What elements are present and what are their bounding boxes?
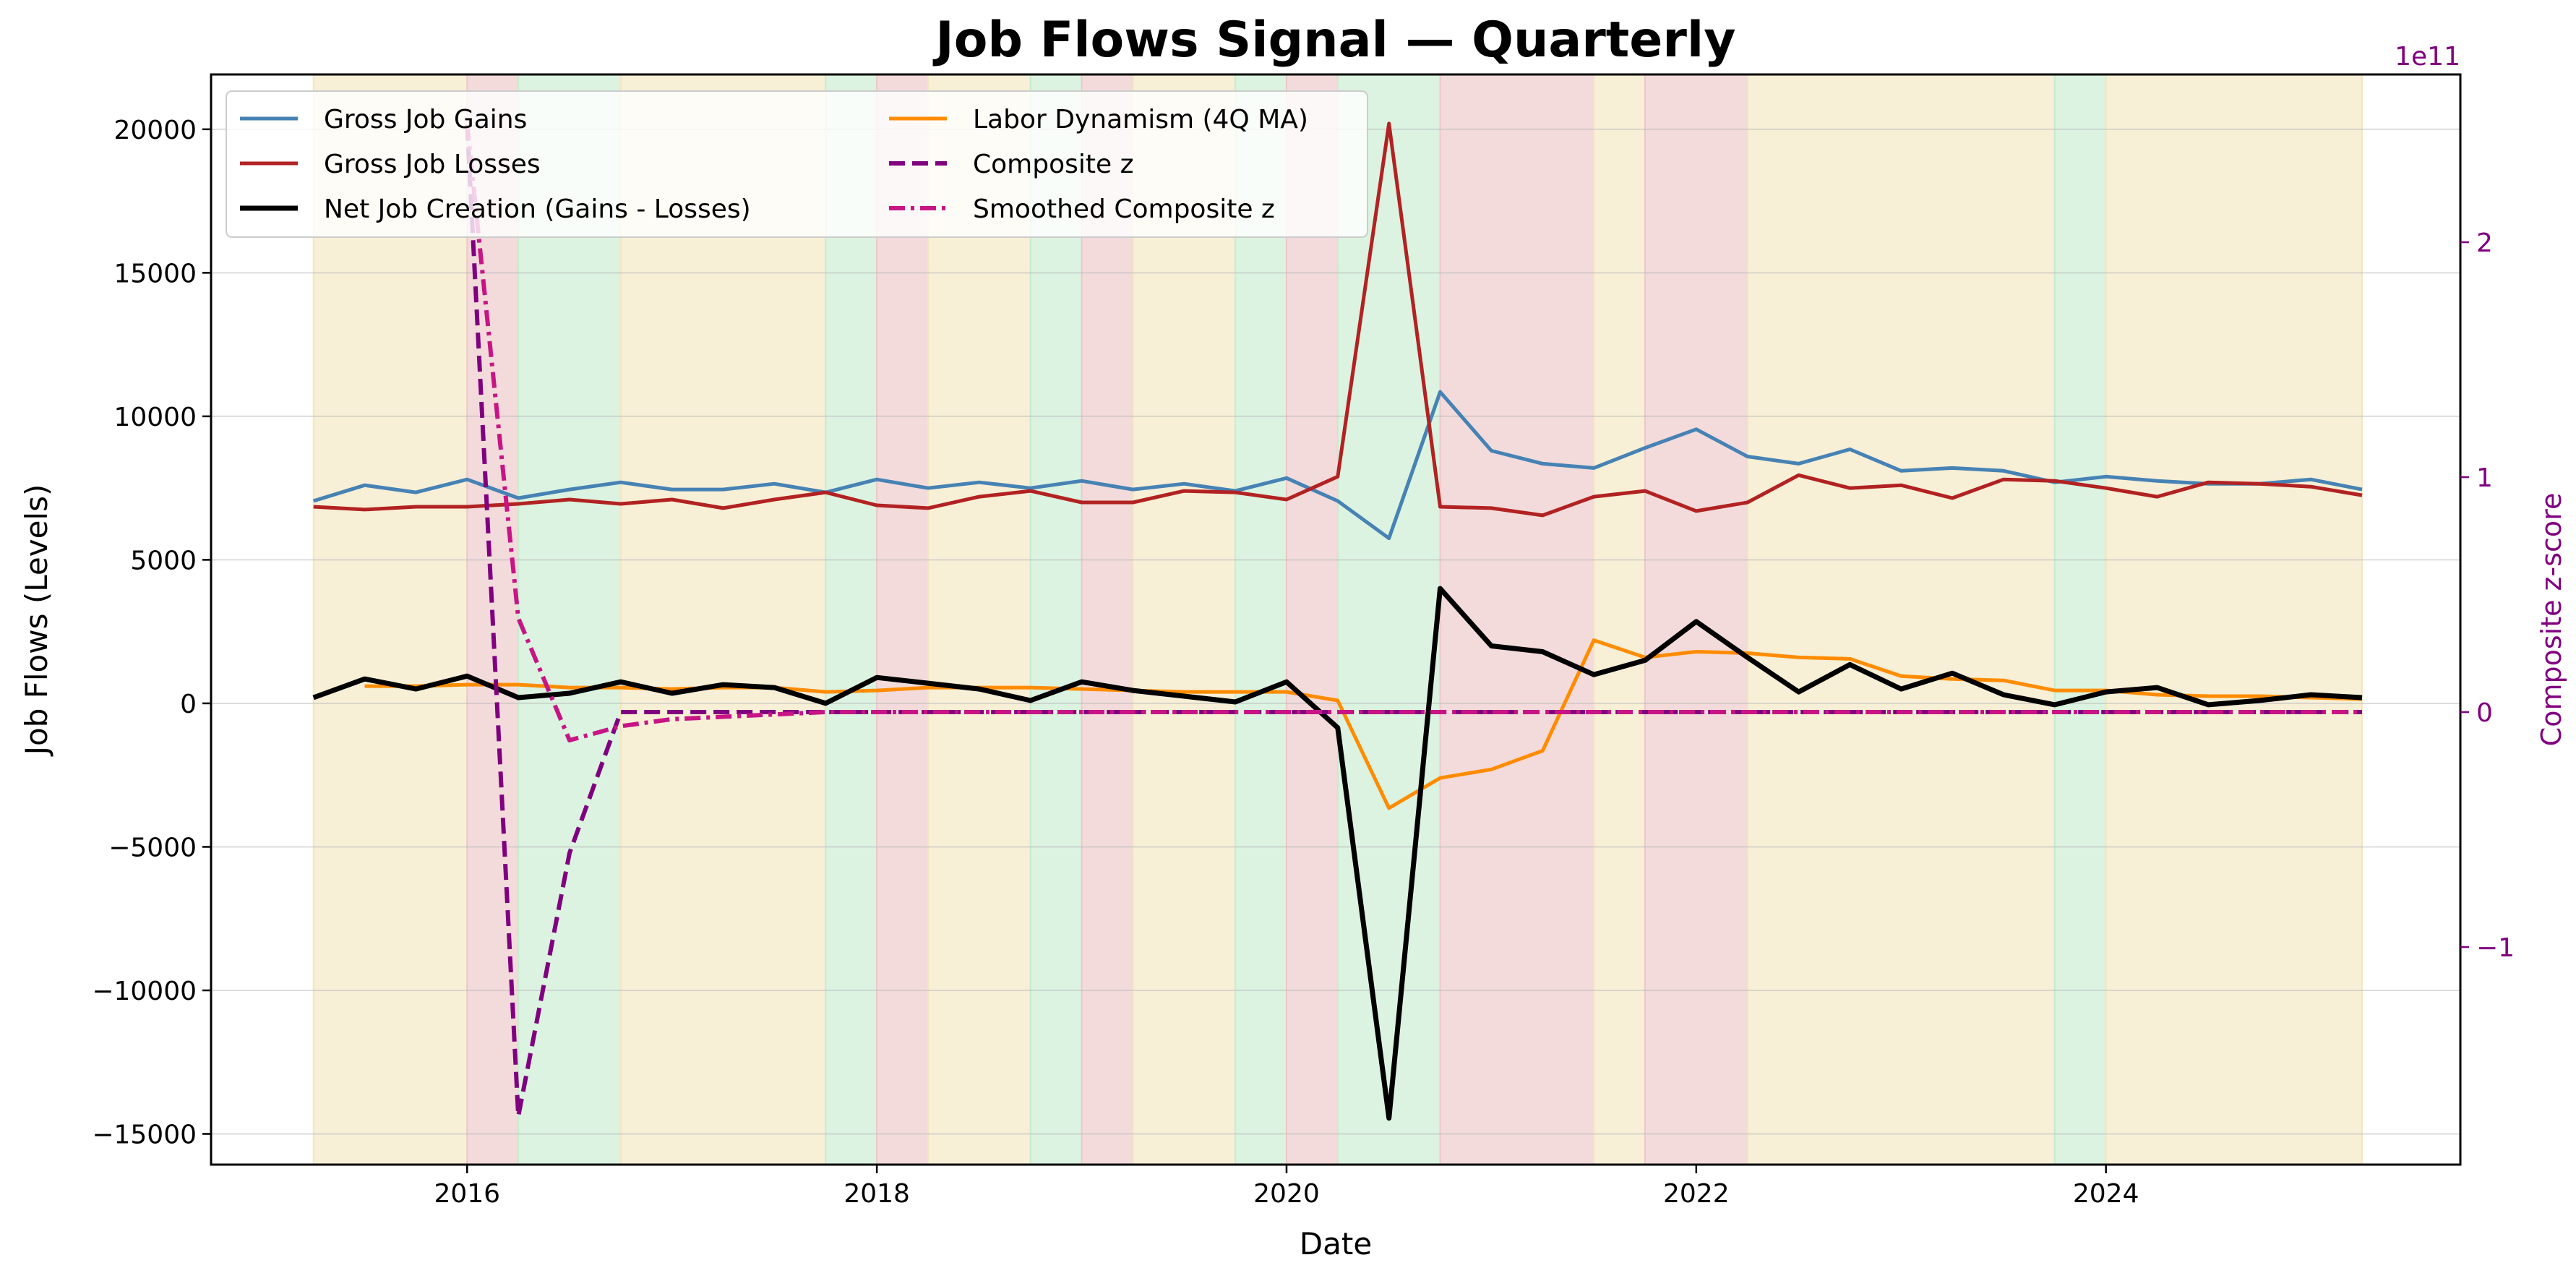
series-line-smoothed-composite-z (465, 124, 2362, 742)
chart-title: Job Flows Signal — Quarterly (932, 12, 1735, 69)
y2-tick-label: −1 (2476, 933, 2515, 963)
regime-band (1029, 74, 1083, 1165)
legend-label: Composite z (973, 150, 1133, 179)
regime-band (619, 74, 827, 1165)
x-tick-label: 2020 (1253, 1179, 1320, 1209)
y-tick-label: 20000 (113, 116, 197, 145)
x-tick-label: 2018 (843, 1179, 910, 1209)
regime-band (825, 74, 878, 1165)
y2-offset-text: 1e11 (2395, 42, 2460, 72)
y-tick-label: −5000 (108, 833, 197, 862)
series-line-gross-job-gains (312, 390, 2363, 541)
regime-band (1593, 74, 1646, 1165)
regime-band (1746, 74, 2056, 1165)
plot-frame (210, 73, 2462, 1166)
legend-label: Gross Job Losses (324, 150, 541, 179)
regime-band (2105, 74, 2363, 1165)
regime-band (1285, 74, 1339, 1165)
x-axis-ticks: 2016 2018 2020 2022 2024 (434, 1165, 2139, 1209)
y2-tick-label: 0 (2476, 698, 2493, 728)
y-tick-label: 15000 (113, 259, 197, 288)
regime-band (1336, 74, 1441, 1165)
regime-band (312, 74, 468, 1165)
regime-bands (312, 74, 2363, 1165)
series-lines (312, 121, 2363, 1121)
y-axis-ticks: −15000 −10000 −5000 0 5000 10000 15000 20000 (92, 116, 211, 1150)
y2-axis-ticks: −1 0 1 2 (2460, 228, 2515, 963)
x-axis-label: Date (1300, 1226, 1372, 1261)
x-tick-label: 2022 (1663, 1179, 1730, 1209)
legend-label: Labor Dynamism (4Q MA) (973, 105, 1308, 134)
regime-band (927, 74, 1031, 1165)
y-tick-label: 10000 (113, 403, 197, 432)
x-tick-label: 2024 (2073, 1179, 2139, 1209)
regime-band (876, 74, 929, 1165)
y-axis-label: Job Flows (Levels) (19, 484, 54, 758)
y2-tick-label: 1 (2476, 463, 2493, 493)
legend-label: Smoothed Composite z (973, 194, 1275, 224)
y-tick-label: −15000 (92, 1121, 197, 1150)
y-tick-label: 5000 (130, 546, 197, 575)
legend-box (226, 90, 1368, 238)
gridlines (211, 128, 2460, 1135)
y2-tick-label: 2 (2476, 228, 2493, 258)
x-tick-label: 2016 (434, 1179, 500, 1209)
regime-band (518, 74, 622, 1165)
y-tick-label: 0 (180, 690, 197, 719)
regime-band (1235, 74, 1287, 1165)
regime-band (1439, 74, 1595, 1165)
legend-label: Net Job Creation (Gains - Losses) (324, 194, 751, 224)
legend-label: Gross Job Gains (324, 105, 527, 134)
regime-band (2053, 74, 2107, 1165)
regime-band (1132, 74, 1237, 1165)
series-line-gross-job-losses (313, 121, 2363, 518)
y-tick-label: −10000 (92, 977, 197, 1006)
y2-axis-label: Composite z-score (2536, 493, 2567, 747)
legend: Gross Job Gains Gross Job Losses Net Job C… (226, 90, 1368, 238)
series-line-net-job-creation-gains-losses- (312, 586, 2363, 1121)
regime-band (1081, 74, 1134, 1165)
